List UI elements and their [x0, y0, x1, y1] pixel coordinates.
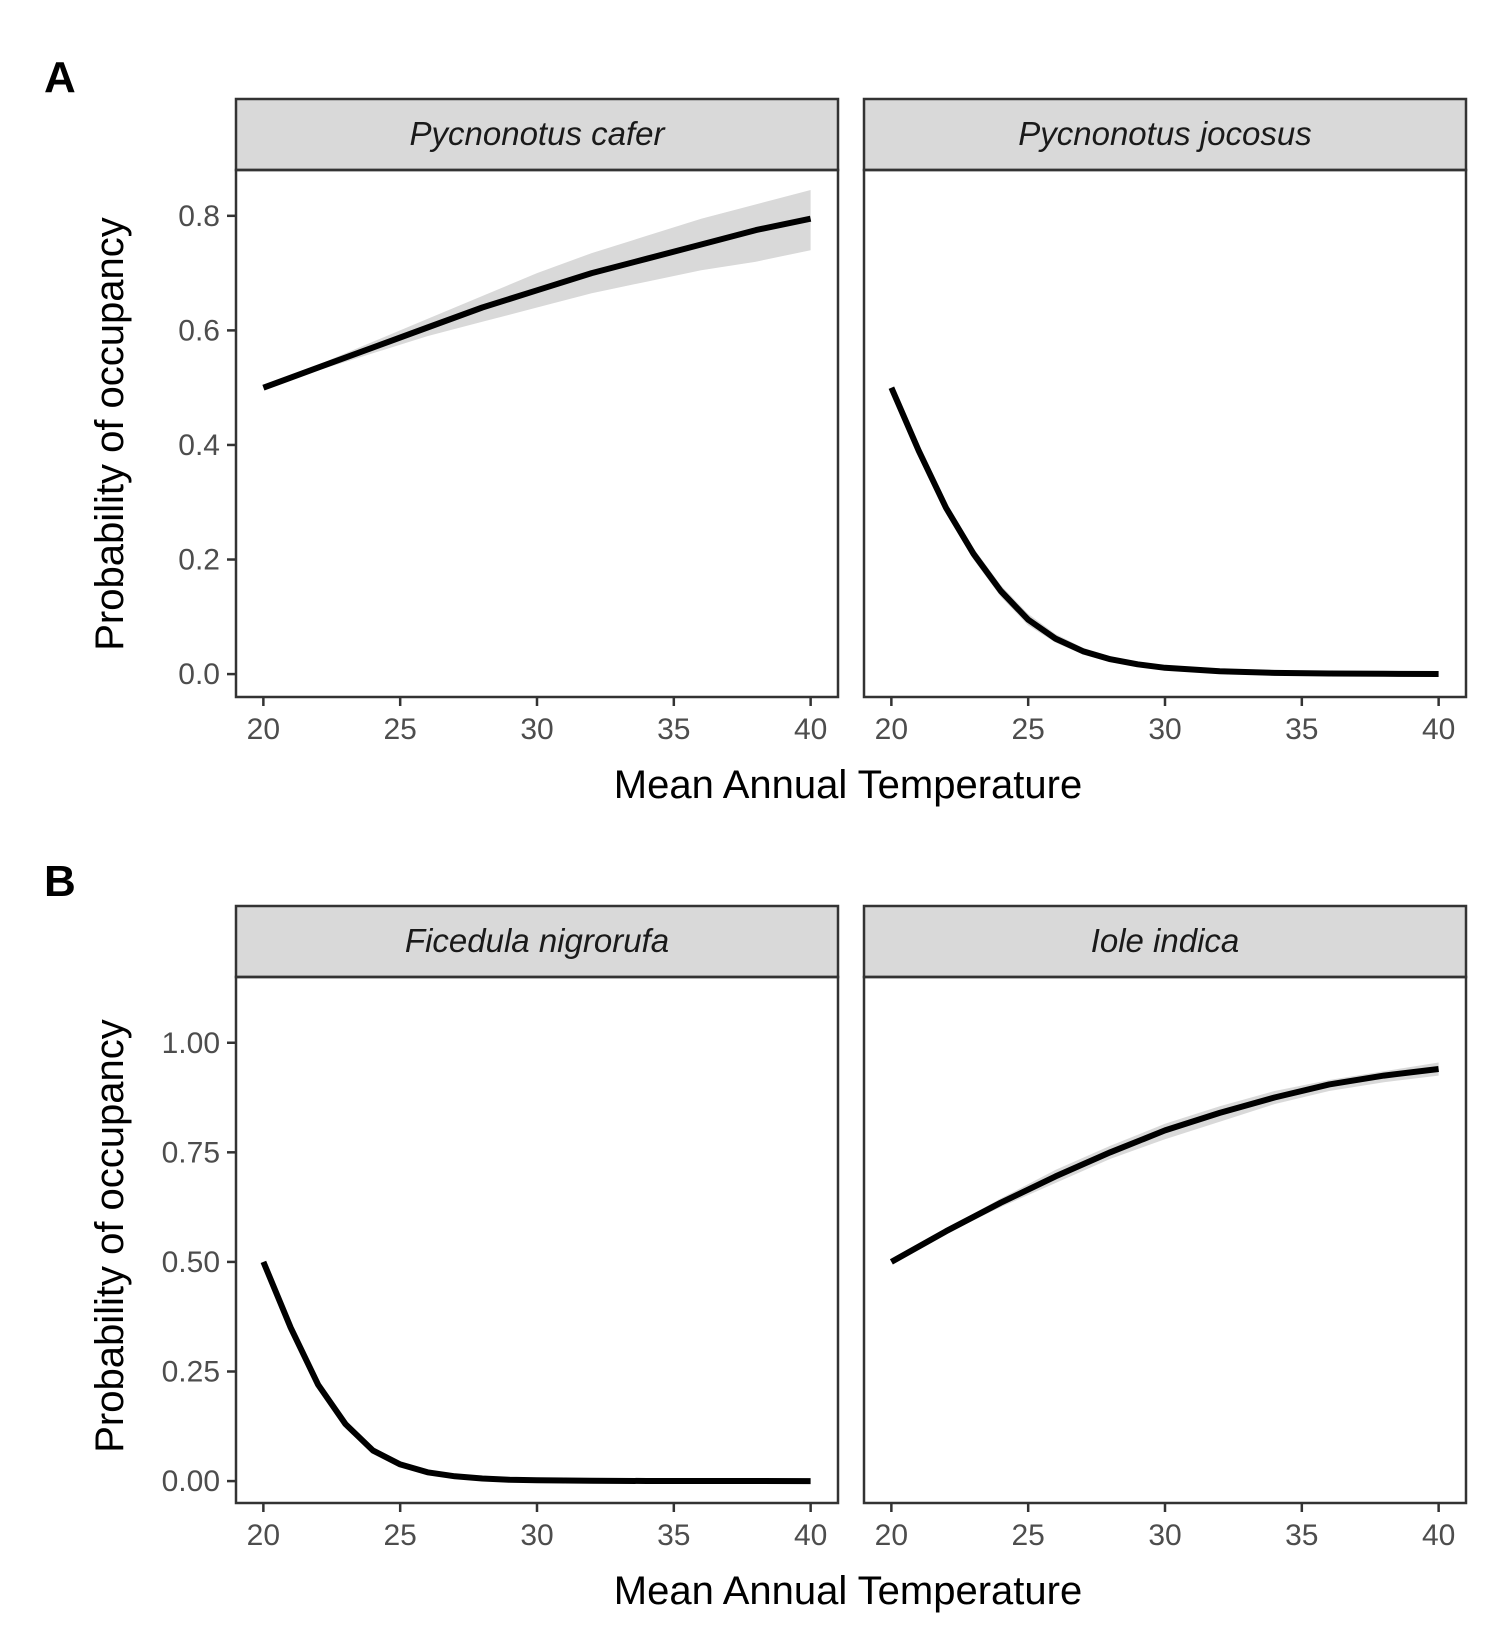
facet-strip-label: Ficedula nigrorufa [405, 922, 669, 959]
facet-ficedula-nigrorufa: Ficedula nigrorufa 20 25 30 35 40 0.00 0.25 0.50… [162, 904, 840, 1552]
fitted-line [262, 215, 812, 391]
x-tick-label: 30 [1148, 1519, 1181, 1552]
facet-strip [862, 904, 1468, 979]
x-tick-label: 30 [520, 1519, 553, 1552]
panel-a: Pycnonotus cafer 20 25 30 35 40 0.0 0.2 0.4 0.6 0.… [178, 97, 1468, 746]
x-tick-label: 40 [794, 1519, 827, 1552]
panel-b: Ficedula nigrorufa 20 25 30 35 40 0.00 0.25 0.50… [162, 904, 1468, 1552]
fitted-line [888, 386, 1439, 677]
confidence-band [891, 387, 1439, 674]
y-tick-label: 0.8 [178, 200, 220, 233]
y-axis-title-a: Probability of occupancy [88, 217, 132, 651]
facet-strip-label: Pycnonotus jocosus [1018, 115, 1312, 152]
facet-panel-border [862, 975, 1468, 1505]
x-tick-label: 40 [1422, 713, 1455, 746]
x-tick-label: 35 [1285, 1519, 1318, 1552]
x-axis-title-b: Mean Annual Temperature [614, 1569, 1082, 1613]
x-tick-label: 35 [657, 713, 690, 746]
confidence-band [891, 1062, 1439, 1262]
facet-panel-border [234, 975, 840, 1505]
x-tick-label: 25 [383, 713, 416, 746]
x-tick-label: 30 [1148, 713, 1181, 746]
panel-letter-b: B [44, 857, 76, 906]
y-tick-label: 0.00 [162, 1465, 220, 1498]
y-tick-label: 0.75 [162, 1136, 220, 1169]
x-tick-label: 25 [383, 1519, 416, 1552]
x-tick-label: 25 [1011, 1519, 1044, 1552]
y-tick-label: 0.25 [162, 1356, 220, 1389]
facet-panel-border [862, 168, 1468, 699]
y-tick-label: 0.2 [178, 544, 220, 577]
y-axis-title-b: Probability of occupancy [88, 1019, 132, 1453]
x-tick-label: 35 [1285, 713, 1318, 746]
facet-strip [234, 904, 840, 979]
confidence-band [263, 1261, 811, 1482]
x-tick-label: 25 [1011, 713, 1044, 746]
facet-pycnonotus-cafer: Pycnonotus cafer 20 25 30 35 40 0.0 0.2 0.4 0.6 0.… [178, 97, 840, 746]
facet-iole-indica: Iole indica 20 25 30 35 40 [862, 904, 1468, 1552]
fitted-line [889, 1066, 1439, 1265]
y-tick-label: 0.6 [178, 314, 220, 347]
panel-letter-a: A [44, 53, 76, 102]
x-tick-label: 20 [875, 713, 908, 746]
facet-strip [234, 97, 840, 172]
x-tick-label: 40 [1422, 1519, 1455, 1552]
y-tick-label: 0.4 [178, 429, 220, 462]
facet-strip-label: Pycnonotus cafer [410, 115, 667, 152]
y-tick-label: 0.50 [162, 1246, 220, 1279]
x-tick-label: 20 [875, 1519, 908, 1552]
facet-strip-label: Iole indica [1091, 922, 1240, 959]
x-tick-label: 20 [247, 713, 280, 746]
y-tick-label: 1.00 [162, 1027, 220, 1060]
x-axis-title-a: Mean Annual Temperature [614, 763, 1082, 807]
x-tick-label: 30 [520, 713, 553, 746]
x-tick-label: 20 [247, 1519, 280, 1552]
fitted-line [260, 1260, 811, 1485]
facet-pycnonotus-jocosus: Pycnonotus jocosus 20 25 30 35 40 [862, 97, 1468, 746]
x-tick-label: 40 [794, 713, 827, 746]
y-tick-label: 0.0 [178, 658, 220, 691]
x-tick-label: 35 [657, 1519, 690, 1552]
